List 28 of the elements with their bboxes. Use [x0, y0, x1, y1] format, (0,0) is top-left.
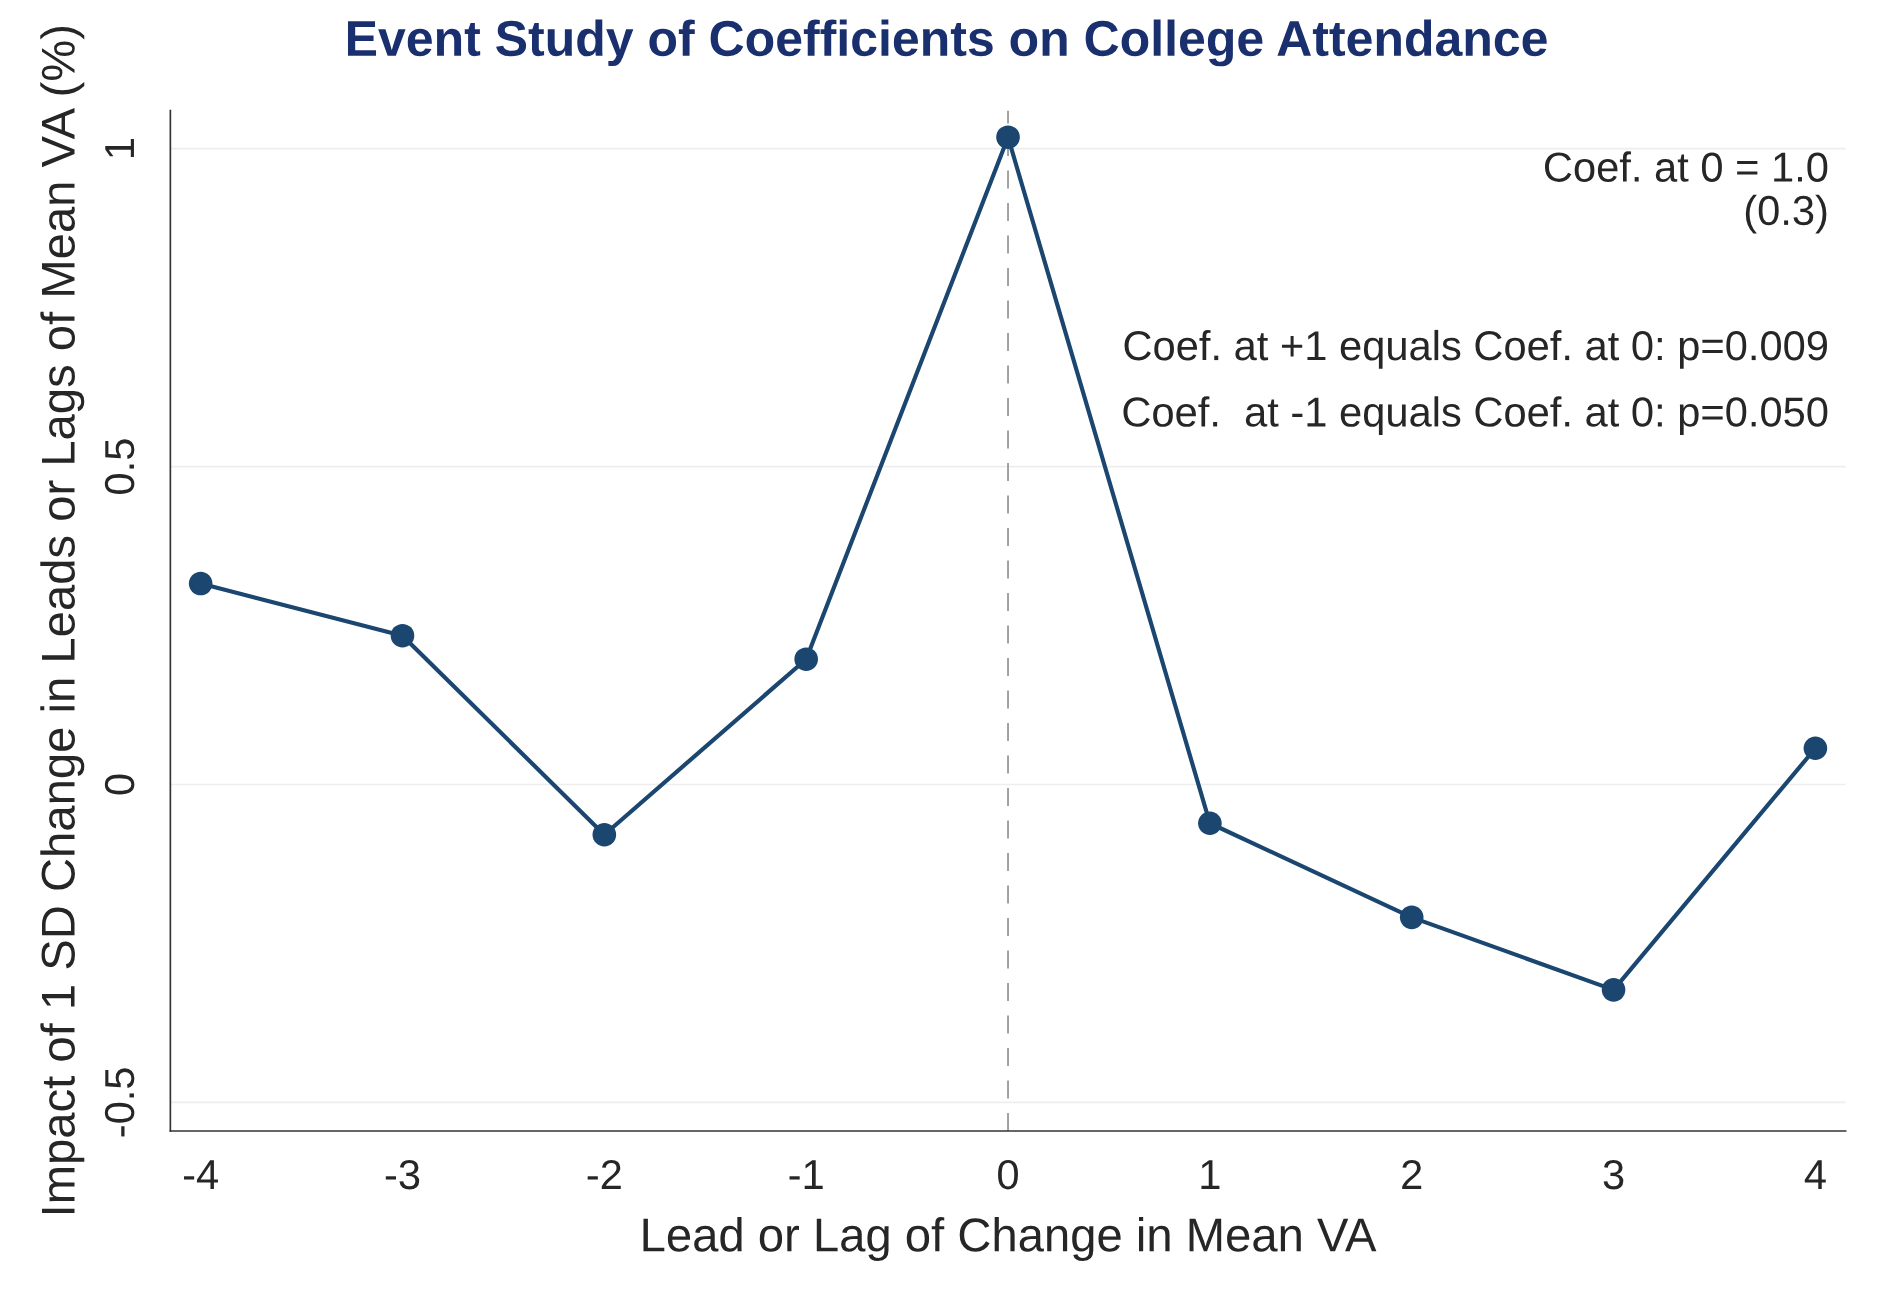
y-tick-label: 1 — [105, 139, 134, 158]
y-tick-label: -0.5 — [104, 1068, 135, 1137]
x-tick-label: 1 — [1201, 1160, 1220, 1189]
point — [188, 571, 213, 596]
x-tick-label: 0 — [998, 1159, 1018, 1190]
annotation: Coef. at 0 = 1.0 (0.3) — [1544, 151, 1828, 234]
point — [592, 822, 617, 847]
x-tick-label: 2 — [1402, 1159, 1422, 1189]
annotation: Coef. at -1 equals Coef. at 0: p=0.050 — [1123, 396, 1828, 436]
x-tick-label: 3 — [1603, 1159, 1624, 1190]
x-tick-label: -4 — [183, 1160, 218, 1189]
point — [1803, 736, 1828, 761]
point — [1601, 978, 1626, 1002]
point — [1399, 905, 1424, 930]
point — [390, 623, 415, 648]
annotation: Coef. at +1 equals Coef. at 0: p=0.009 — [1124, 329, 1827, 369]
x-axis-title: Lead or Lag of Change in Mean VA — [643, 1217, 1377, 1262]
point — [996, 125, 1020, 150]
x-tick-label: -1 — [789, 1160, 823, 1189]
chart-title: Event Study of Coefficients on College Attendance — [347, 19, 1547, 67]
y-axis-title: Impact of 1 SD Change in Leads or Lags of Mean VA (%) — [40, 26, 85, 1214]
x-tick-label: 4 — [1804, 1160, 1826, 1189]
x-tick-label: -2 — [587, 1159, 621, 1189]
point — [1198, 811, 1222, 836]
point — [794, 647, 818, 672]
y-tick-label: 0 — [104, 774, 135, 795]
y-tick-label: 0.5 — [104, 439, 135, 494]
x-tick-label: -3 — [385, 1159, 420, 1190]
